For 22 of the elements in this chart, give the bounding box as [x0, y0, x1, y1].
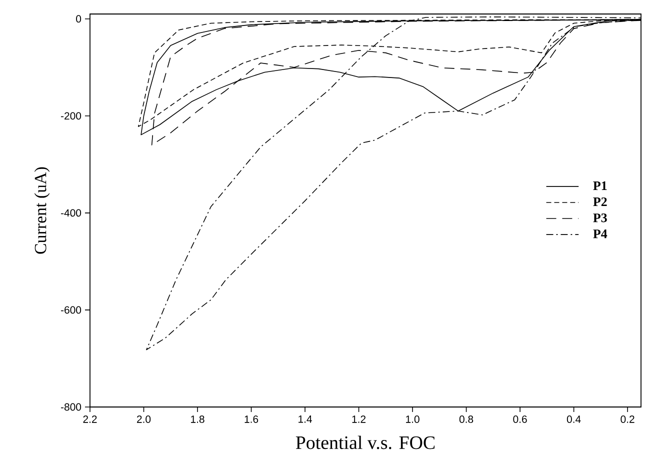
y-tick-label: -400 — [61, 209, 82, 217]
x-tick-label: 1.8 — [191, 416, 204, 423]
y-tick-label: 0 — [76, 15, 82, 23]
legend-label: P1 — [593, 181, 607, 190]
y-axis-title: Current (uA) — [34, 167, 50, 254]
x-tick-label: 0.8 — [459, 416, 474, 423]
x-tick-label: 1.0 — [406, 416, 420, 423]
y-tick-label: -200 — [61, 112, 82, 120]
x-tick-label: 0.4 — [566, 416, 581, 423]
x-axis-title: Potential v.s. FOC — [296, 436, 435, 450]
legend-label: P4 — [593, 230, 608, 238]
x-tick-label: 1.2 — [352, 416, 366, 423]
legend-label: P3 — [593, 214, 607, 222]
x-tick-label: 0.6 — [513, 416, 527, 423]
x-tick-label: 1.6 — [244, 416, 258, 423]
legend-label: P2 — [593, 197, 607, 206]
x-tick-label: 2.0 — [137, 416, 151, 423]
x-tick-label: 2.2 — [83, 416, 97, 423]
x-tick-label: 1.4 — [298, 416, 312, 423]
y-tick-label: -600 — [61, 306, 82, 314]
y-tick-label: -800 — [61, 403, 82, 411]
x-tick-label: 0.2 — [620, 416, 634, 423]
